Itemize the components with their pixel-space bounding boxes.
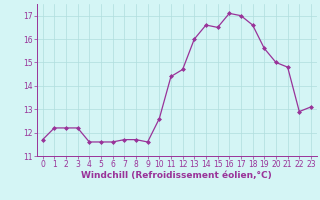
- X-axis label: Windchill (Refroidissement éolien,°C): Windchill (Refroidissement éolien,°C): [81, 171, 272, 180]
